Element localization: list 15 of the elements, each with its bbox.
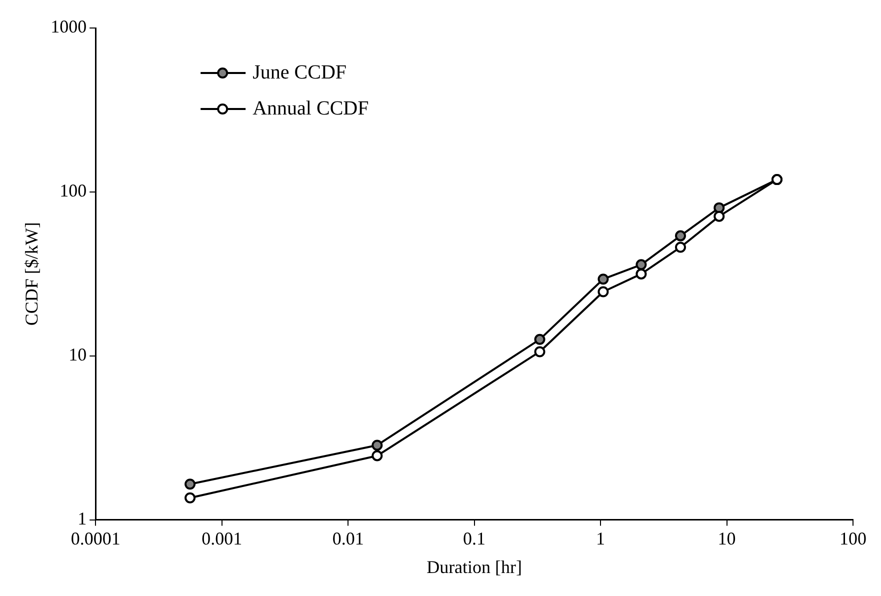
x-tick-label: 0.0001 [70, 528, 120, 548]
x-tick-label: 10 [718, 528, 736, 548]
x-axis-title: Duration [hr] [426, 556, 522, 577]
x-tick-label: 0.001 [202, 528, 242, 548]
y-tick-label: 1000 [50, 16, 87, 37]
y-tick-label: 1 [78, 508, 87, 529]
x-tick-label: 0.1 [463, 528, 486, 548]
legend-label: Annual CCDF [252, 97, 369, 120]
y-axis-title: CCDF [$/kW] [22, 222, 42, 326]
y-tick-label: 10 [68, 344, 87, 365]
y-tick-label: 100 [60, 180, 87, 201]
x-tick-label: 0.01 [332, 528, 364, 548]
x-tick-label: 1 [596, 528, 606, 548]
x-tick-label: 100 [840, 528, 866, 548]
legend-label: June CCDF [252, 61, 347, 84]
